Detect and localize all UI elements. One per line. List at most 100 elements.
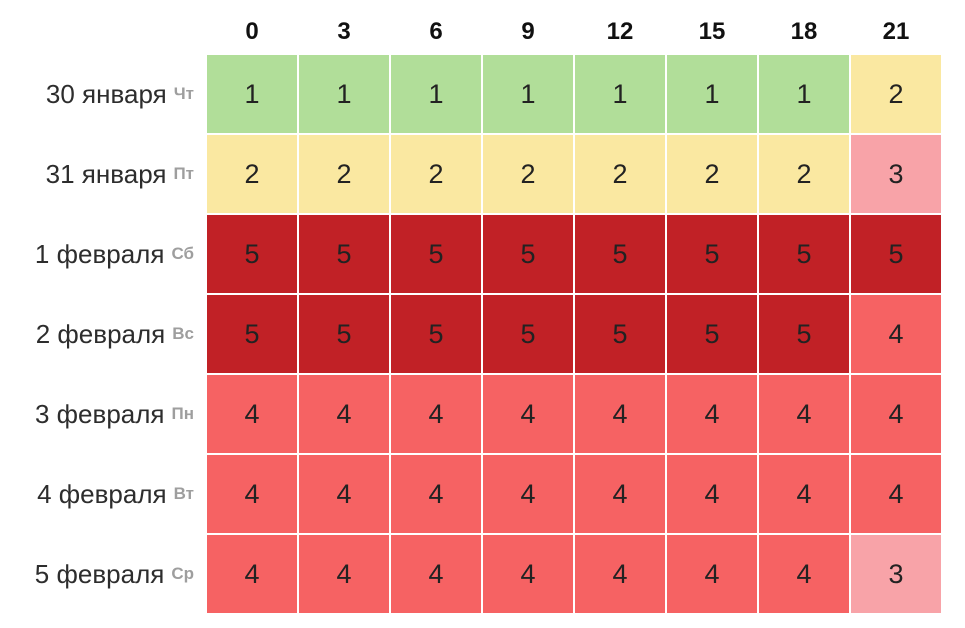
row-label: 4 февраля Вт — [0, 455, 207, 533]
value-cell: 4 — [667, 455, 757, 533]
value-cell: 5 — [759, 215, 849, 293]
value-cell: 4 — [759, 455, 849, 533]
value-cell: 2 — [391, 135, 481, 213]
hour-header: 15 — [698, 17, 726, 45]
day-of-week-label: Чт — [173, 84, 194, 103]
date-label: 1 февраля — [34, 238, 165, 269]
value-cell: 4 — [851, 455, 941, 533]
value-cell: 4 — [299, 535, 389, 613]
value-cell: 4 — [207, 535, 297, 613]
row-label: 30 января Чт — [0, 55, 207, 133]
value-cell: 5 — [667, 215, 757, 293]
date-label: 31 января — [45, 158, 167, 189]
value-cell: 4 — [851, 295, 941, 373]
hour-header: 9 — [521, 17, 535, 45]
value-cell: 4 — [483, 535, 573, 613]
hour-header: 21 — [882, 17, 910, 45]
value-cell: 4 — [207, 455, 297, 533]
value-cell: 1 — [667, 55, 757, 133]
value-cell: 1 — [575, 55, 665, 133]
hour-header: 3 — [337, 17, 351, 45]
day-of-week-label: Ср — [171, 564, 194, 583]
value-cell: 4 — [299, 375, 389, 453]
value-cell: 5 — [851, 215, 941, 293]
day-of-week-label: Пн — [171, 404, 195, 423]
value-cell: 4 — [391, 455, 481, 533]
hour-header: 0 — [245, 17, 259, 45]
hour-header: 12 — [606, 17, 634, 45]
hour-header: 6 — [429, 17, 443, 45]
value-cell: 5 — [391, 295, 481, 373]
value-cell: 4 — [207, 375, 297, 453]
date-label: 5 февраля — [34, 558, 165, 589]
value-cell: 3 — [851, 535, 941, 613]
value-cell: 4 — [667, 535, 757, 613]
value-cell: 5 — [391, 215, 481, 293]
value-cell: 4 — [391, 535, 481, 613]
value-cell: 5 — [483, 215, 573, 293]
date-label: 4 февраля — [37, 478, 167, 509]
value-cell: 2 — [851, 55, 941, 133]
day-of-week-label: Пт — [173, 164, 194, 183]
value-cell: 4 — [759, 375, 849, 453]
value-cell: 5 — [759, 295, 849, 373]
value-cell: 4 — [299, 455, 389, 533]
value-cell: 5 — [207, 295, 297, 373]
value-cell: 2 — [575, 135, 665, 213]
row-label: 5 февраля Ср — [0, 535, 207, 613]
hour-headers: 0 3 6 9 12 15 18 21 — [207, 0, 941, 55]
value-cell: 4 — [483, 455, 573, 533]
value-cell: 5 — [299, 215, 389, 293]
value-cell: 1 — [759, 55, 849, 133]
day-of-week-label: Вт — [173, 484, 194, 503]
value-cell: 4 — [759, 535, 849, 613]
value-cell: 2 — [483, 135, 573, 213]
value-cell: 3 — [851, 135, 941, 213]
value-cell: 5 — [667, 295, 757, 373]
value-cell: 4 — [483, 375, 573, 453]
day-of-week-label: Сб — [171, 244, 194, 263]
value-cell: 5 — [575, 295, 665, 373]
value-cell: 4 — [575, 455, 665, 533]
hour-header-row: 0 3 6 9 12 15 18 21 — [0, 0, 941, 55]
value-cell: 1 — [299, 55, 389, 133]
value-cell: 5 — [207, 215, 297, 293]
value-cell: 2 — [299, 135, 389, 213]
value-cell: 4 — [391, 375, 481, 453]
value-cell: 4 — [667, 375, 757, 453]
value-cell: 4 — [575, 375, 665, 453]
value-cell: 4 — [851, 375, 941, 453]
value-cell: 5 — [299, 295, 389, 373]
value-cell: 1 — [391, 55, 481, 133]
value-cell: 2 — [667, 135, 757, 213]
value-cell: 5 — [483, 295, 573, 373]
row-label: 1 февраля Сб — [0, 215, 207, 293]
date-label: 3 февраля — [34, 398, 165, 429]
date-label: 2 февраля — [35, 318, 166, 349]
row-label: 31 января Пт — [0, 135, 207, 213]
value-cell: 1 — [483, 55, 573, 133]
header-corner-spacer — [0, 0, 207, 55]
value-cell: 2 — [207, 135, 297, 213]
value-cell: 4 — [575, 535, 665, 613]
hour-header: 18 — [790, 17, 818, 45]
row-label: 2 февраля Вс — [0, 295, 207, 373]
value-cell: 1 — [207, 55, 297, 133]
value-cell: 2 — [759, 135, 849, 213]
date-label: 30 января — [45, 78, 167, 109]
